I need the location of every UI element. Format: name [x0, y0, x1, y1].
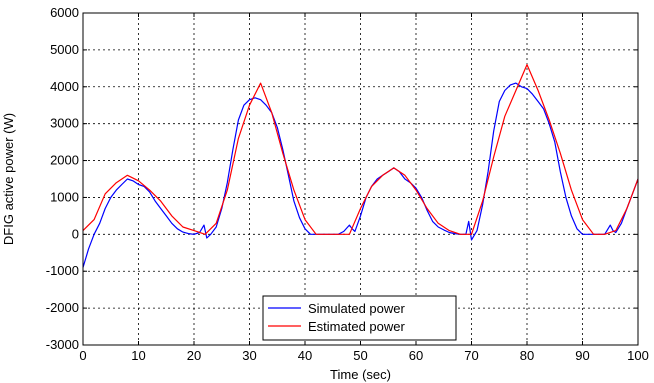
- y-tick-label: 2000: [50, 153, 79, 168]
- series-line-1: [82, 82, 639, 268]
- x-tick-label: 10: [131, 348, 145, 363]
- y-tick-label: 1000: [50, 189, 79, 204]
- x-tick-label: 40: [298, 348, 312, 363]
- x-tick-label: 60: [409, 348, 423, 363]
- legend-label: Estimated power: [308, 319, 405, 334]
- x-axis-label: Time (sec): [330, 367, 391, 382]
- legend-box: [262, 295, 457, 341]
- y-tick-label: -1000: [46, 263, 79, 278]
- y-tick-label: -2000: [46, 300, 79, 315]
- x-tick-label: 90: [575, 348, 589, 363]
- y-tick-label: 0: [72, 226, 79, 241]
- x-tick-label: 80: [520, 348, 534, 363]
- y-tick-label: 6000: [50, 5, 79, 20]
- legend-label: Simulated power: [308, 301, 405, 316]
- legend: Simulated power Estimated power: [262, 295, 457, 341]
- axis-ticks: 0 10 20 30 40 50 60 70 80 90 100 -3000 -2000 -1000 0 10…: [46, 5, 649, 363]
- x-tick-label: 100: [627, 348, 649, 363]
- x-tick-label: 50: [353, 348, 367, 363]
- y-tick-label: 4000: [50, 79, 79, 94]
- series-lines: [82, 63, 639, 268]
- y-tick-label: -3000: [46, 337, 79, 352]
- series-line-2: [82, 63, 639, 235]
- y-tick-label: 3000: [50, 116, 79, 131]
- y-axis-label: DFIG active power (W): [1, 113, 16, 245]
- y-tick-label: 5000: [50, 42, 79, 57]
- x-tick-label: 20: [187, 348, 201, 363]
- x-tick-label: 30: [242, 348, 256, 363]
- grid-lines: [83, 13, 638, 345]
- x-tick-label: 70: [464, 348, 478, 363]
- x-tick-label: 0: [79, 348, 86, 363]
